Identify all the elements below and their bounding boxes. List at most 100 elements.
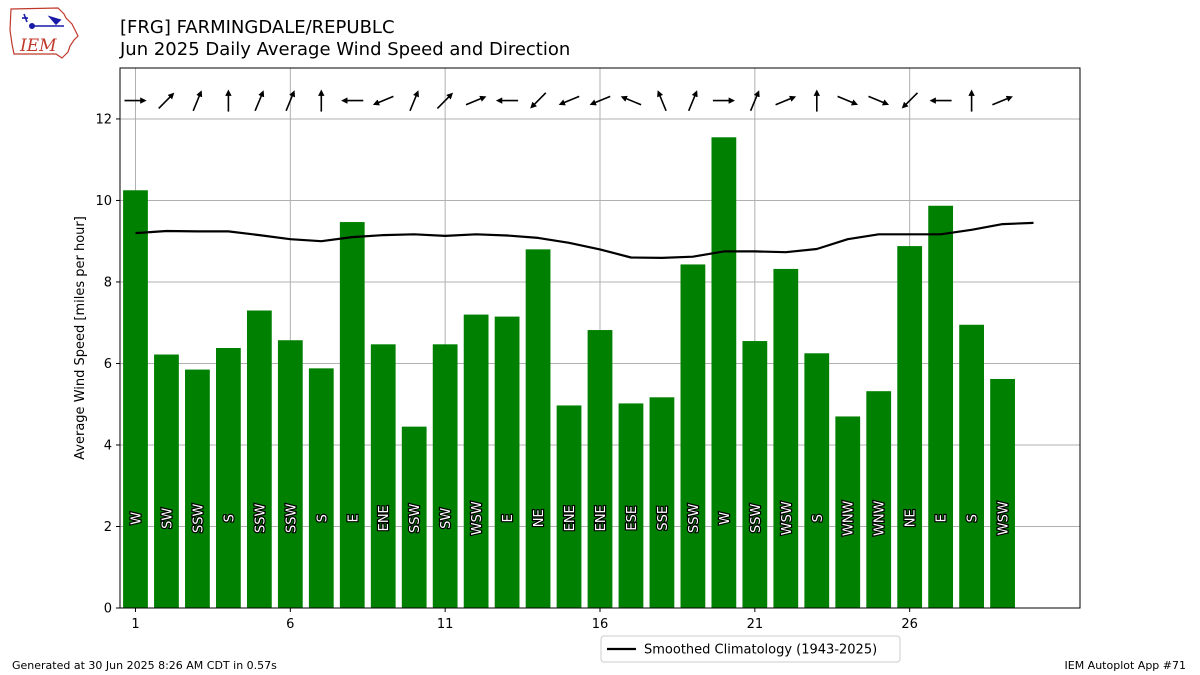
wind-arrow [901, 92, 919, 109]
wind-arrow [620, 95, 642, 106]
wind-arrow [837, 95, 859, 106]
bar-day-17 [618, 403, 644, 608]
direction-label: SW [161, 508, 176, 529]
direction-label: SW [439, 508, 454, 529]
direction-label: W [130, 512, 145, 525]
bar-day-29 [990, 378, 1015, 608]
direction-label: SSW [749, 503, 764, 533]
x-tick-label: 21 [747, 617, 764, 632]
wind-arrow [409, 90, 419, 112]
direction-label: ESE [625, 506, 640, 531]
x-tick-label: 16 [592, 617, 609, 632]
bar-day-9 [370, 344, 396, 608]
direction-label: SSW [687, 503, 702, 533]
y-tick-label: 0 [104, 602, 112, 617]
legend: Smoothed Climatology (1943-2025) [600, 635, 901, 663]
direction-label: SSW [191, 503, 206, 533]
x-tick-label: 11 [437, 617, 454, 632]
direction-label: W [718, 512, 733, 525]
footer-app: IEM Autoplot App #71 [1064, 659, 1187, 672]
bar-day-7 [308, 368, 334, 608]
bar-day-23 [804, 353, 830, 608]
wind-arrow [530, 92, 547, 109]
bar-day-12 [463, 314, 489, 608]
y-axis-label: Average Wind Speed [miles per hour] [73, 216, 88, 460]
bars [123, 137, 1015, 608]
x-tick-label: 1 [131, 617, 139, 632]
bar-day-8 [339, 222, 365, 608]
weather-station-icon [22, 13, 64, 29]
y-tick-label: 12 [95, 112, 112, 127]
bar-day-16 [587, 330, 613, 608]
wind-arrow [158, 92, 175, 109]
direction-label: WSW [780, 501, 795, 535]
direction-label: WSW [997, 501, 1012, 535]
bar-day-22 [773, 268, 799, 608]
direction-label: NE [904, 509, 919, 527]
direction-label: SSW [284, 503, 299, 533]
bar-day-14 [525, 249, 551, 608]
wind-arrow [868, 95, 890, 106]
wind-arrow [775, 95, 797, 106]
y-tick-label: 8 [104, 275, 112, 290]
bar-day-1 [123, 190, 148, 608]
wind-arrow [558, 95, 580, 106]
bar-day-6 [277, 340, 303, 608]
bar-day-27 [928, 205, 954, 608]
direction-label: ENE [594, 505, 609, 531]
climatology-layer [135, 221, 1034, 259]
direction-label: ENE [377, 505, 392, 531]
direction-label: NE [532, 509, 547, 527]
bar-day-21 [742, 341, 768, 608]
bar-day-11 [432, 344, 458, 608]
bar-day-5 [246, 310, 272, 608]
direction-label: E [501, 514, 516, 522]
direction-label: S [966, 514, 981, 522]
direction-label: E [346, 514, 361, 522]
direction-label: S [222, 514, 237, 522]
direction-label: SSW [408, 503, 423, 533]
direction-label: WSW [470, 501, 485, 535]
direction-label: S [315, 514, 330, 522]
wind-arrow [749, 90, 760, 112]
logo-text: IEM [19, 36, 57, 56]
bar-day-20 [711, 137, 737, 608]
y-tick-label: 2 [104, 520, 112, 535]
y-tick-label: 10 [95, 194, 112, 209]
iem-logo: IEM [9, 7, 79, 59]
direction-label: WNW [873, 500, 888, 536]
wind-arrow [192, 90, 203, 112]
bar-day-19 [680, 264, 706, 608]
y-tick-label: 4 [104, 438, 112, 453]
direction-label: S [811, 514, 826, 522]
y-tick-label: 6 [104, 357, 112, 372]
chart-title: [FRG] FARMINGDALE/REPUBLC [120, 17, 395, 38]
legend-label: Smoothed Climatology (1943-2025) [644, 643, 877, 658]
chart-subtitle: Jun 2025 Daily Average Wind Speed and Di… [120, 39, 571, 60]
bar-day-24 [835, 416, 861, 608]
climatology-line [135, 221, 1034, 259]
footer-generated: Generated at 30 Jun 2025 8:26 AM CDT in … [12, 659, 277, 672]
wind-arrow [436, 92, 454, 109]
direction-label: SSW [253, 503, 268, 533]
wind-arrow [285, 90, 296, 112]
wind-arrow [465, 95, 487, 106]
direction-labels: W SW SSW S SSW SSW S E ENE SSW SW WSW E NE ENE ENE ESE SS… [128, 499, 1012, 537]
direction-arrows [124, 89, 1013, 112]
bar-day-15 [556, 405, 582, 608]
wind-arrow [687, 90, 698, 112]
x-tick-label: 26 [901, 617, 918, 632]
direction-label: SSE [656, 506, 671, 531]
bar-day-4 [216, 347, 241, 608]
bar-day-3 [185, 369, 210, 608]
bar-day-28 [959, 324, 984, 608]
direction-label: ENE [563, 505, 578, 531]
direction-label: E [935, 514, 950, 522]
wind-arrow [589, 95, 611, 106]
direction-label: WNW [842, 500, 857, 536]
bar-day-2 [154, 354, 179, 608]
bar-day-25 [866, 391, 892, 608]
bar-day-26 [897, 246, 923, 608]
